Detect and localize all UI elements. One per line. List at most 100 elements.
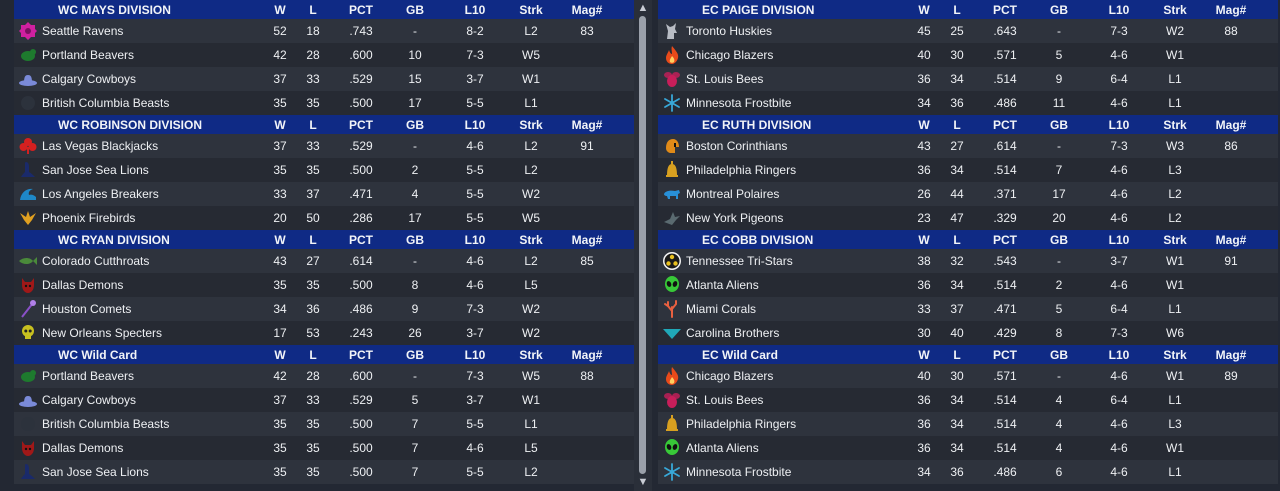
column-header-gb[interactable]: GB bbox=[406, 347, 424, 362]
team-name[interactable]: Calgary Cowboys bbox=[42, 72, 137, 86]
column-header-l[interactable]: L bbox=[309, 347, 317, 362]
column-header-gb[interactable]: GB bbox=[406, 2, 424, 17]
team-name[interactable]: St. Louis Bees bbox=[686, 393, 764, 407]
team-row[interactable]: Portland Beavers 42 28 .600 - 7-3 W5 88 bbox=[14, 364, 634, 388]
column-header-strk[interactable]: Strk bbox=[1163, 117, 1187, 132]
team-name[interactable]: Dallas Demons bbox=[42, 441, 124, 455]
scrollbar-thumb[interactable] bbox=[639, 16, 646, 474]
column-header-l[interactable]: L bbox=[309, 232, 317, 247]
column-header-pct[interactable]: PCT bbox=[993, 2, 1017, 17]
column-header-l[interactable]: L bbox=[309, 2, 317, 17]
team-row[interactable]: Chicago Blazers 40 30 .571 5 4-6 W1 bbox=[658, 43, 1278, 67]
column-header-pct[interactable]: PCT bbox=[349, 117, 373, 132]
team-row[interactable]: Boston Corinthians 43 27 .614 - 7-3 W3 86 bbox=[658, 134, 1278, 158]
team-name[interactable]: Portland Beavers bbox=[42, 369, 135, 383]
team-name[interactable]: Miami Corals bbox=[686, 302, 757, 316]
column-header-l10[interactable]: L10 bbox=[464, 2, 486, 17]
team-row[interactable]: Portland Beavers 42 28 .600 10 7-3 W5 bbox=[14, 43, 634, 67]
column-header-l10[interactable]: L10 bbox=[464, 232, 486, 247]
team-name[interactable]: Dallas Demons bbox=[42, 278, 124, 292]
column-header-l10[interactable]: L10 bbox=[1108, 232, 1130, 247]
team-name[interactable]: San Jose Sea Lions bbox=[42, 465, 149, 479]
team-name[interactable]: Atlanta Aliens bbox=[686, 441, 759, 455]
column-header-mag[interactable]: Mag# bbox=[1215, 117, 1247, 132]
team-row[interactable]: Colorado Cutthroats 43 27 .614 - 4-6 L2 85 bbox=[14, 249, 634, 273]
team-row[interactable]: Miami Corals 33 37 .471 5 6-4 L1 bbox=[658, 297, 1278, 321]
column-header-l[interactable]: L bbox=[953, 347, 961, 362]
team-row[interactable]: Atlanta Aliens 36 34 .514 4 4-6 W1 bbox=[658, 436, 1278, 460]
team-row[interactable]: Toronto Huskies 45 25 .643 - 7-3 W2 88 bbox=[658, 19, 1278, 43]
team-row[interactable]: Dallas Demons 35 35 .500 8 4-6 L5 bbox=[14, 273, 634, 297]
team-name[interactable]: Toronto Huskies bbox=[686, 24, 773, 38]
column-header-pct[interactable]: PCT bbox=[349, 2, 373, 17]
column-header-pct[interactable]: PCT bbox=[993, 117, 1017, 132]
team-row[interactable]: Philadelphia Ringers 36 34 .514 4 4-6 L3 bbox=[658, 412, 1278, 436]
team-name[interactable]: Tennessee Tri-Stars bbox=[686, 254, 793, 268]
column-header-gb[interactable]: GB bbox=[1050, 347, 1068, 362]
team-row[interactable]: New Orleans Specters 17 53 .243 26 3-7 W2 bbox=[14, 321, 634, 345]
team-row[interactable]: British Columbia Beasts 35 35 .500 7 5-5 L1 bbox=[14, 412, 634, 436]
team-name[interactable]: British Columbia Beasts bbox=[42, 96, 170, 110]
team-name[interactable]: Boston Corinthians bbox=[686, 139, 788, 153]
team-row[interactable]: Montreal Polaires 26 44 .371 17 4-6 L2 bbox=[658, 182, 1278, 206]
column-header-gb[interactable]: GB bbox=[1050, 117, 1068, 132]
column-header-w[interactable]: W bbox=[918, 232, 930, 247]
team-row[interactable]: San Jose Sea Lions 35 35 .500 2 5-5 L2 bbox=[14, 158, 634, 182]
team-name[interactable]: San Jose Sea Lions bbox=[42, 163, 149, 177]
team-name[interactable]: St. Louis Bees bbox=[686, 72, 764, 86]
column-header-w[interactable]: W bbox=[274, 117, 286, 132]
team-row[interactable]: Tennessee Tri-Stars 38 32 .543 - 3-7 W1 91 bbox=[658, 249, 1278, 273]
team-name[interactable]: Philadelphia Ringers bbox=[686, 163, 797, 177]
column-header-w[interactable]: W bbox=[274, 2, 286, 17]
team-row[interactable]: Minnesota Frostbite 34 36 .486 6 4-6 L1 bbox=[658, 460, 1278, 484]
column-header-l10[interactable]: L10 bbox=[1108, 2, 1130, 17]
column-header-w[interactable]: W bbox=[918, 2, 930, 17]
team-name[interactable]: Portland Beavers bbox=[42, 48, 135, 62]
column-header-mag[interactable]: Mag# bbox=[571, 117, 603, 132]
column-header-pct[interactable]: PCT bbox=[349, 232, 373, 247]
column-header-strk[interactable]: Strk bbox=[519, 347, 543, 362]
team-row[interactable]: Chicago Blazers 40 30 .571 - 4-6 W1 89 bbox=[658, 364, 1278, 388]
column-header-gb[interactable]: GB bbox=[406, 232, 424, 247]
column-header-l10[interactable]: L10 bbox=[1108, 347, 1130, 362]
column-header-pct[interactable]: PCT bbox=[349, 347, 373, 362]
column-header-strk[interactable]: Strk bbox=[519, 117, 543, 132]
team-name[interactable]: Atlanta Aliens bbox=[686, 278, 759, 292]
column-header-mag[interactable]: Mag# bbox=[1215, 347, 1247, 362]
standings-scrollbar[interactable]: ▲ ▼ bbox=[634, 0, 652, 491]
team-row[interactable]: St. Louis Bees 36 34 .514 9 6-4 L1 bbox=[658, 67, 1278, 91]
team-row[interactable]: Minnesota Frostbite 34 36 .486 11 4-6 L1 bbox=[658, 91, 1278, 115]
team-row[interactable]: British Columbia Beasts 35 35 .500 17 5-5 L1 bbox=[14, 91, 634, 115]
column-header-w[interactable]: W bbox=[274, 232, 286, 247]
column-header-l[interactable]: L bbox=[953, 232, 961, 247]
team-row[interactable]: Calgary Cowboys 37 33 .529 15 3-7 W1 bbox=[14, 67, 634, 91]
team-name[interactable]: Philadelphia Ringers bbox=[686, 417, 797, 431]
team-name[interactable]: Chicago Blazers bbox=[686, 369, 774, 383]
column-header-w[interactable]: W bbox=[918, 347, 930, 362]
column-header-strk[interactable]: Strk bbox=[1163, 232, 1187, 247]
team-name[interactable]: Chicago Blazers bbox=[686, 48, 774, 62]
column-header-mag[interactable]: Mag# bbox=[1215, 232, 1247, 247]
column-header-l[interactable]: L bbox=[953, 117, 961, 132]
column-header-strk[interactable]: Strk bbox=[519, 232, 543, 247]
column-header-gb[interactable]: GB bbox=[406, 117, 424, 132]
team-row[interactable]: Houston Comets 34 36 .486 9 7-3 W2 bbox=[14, 297, 634, 321]
team-name[interactable]: Seattle Ravens bbox=[42, 24, 124, 38]
column-header-gb[interactable]: GB bbox=[1050, 232, 1068, 247]
team-name[interactable]: Houston Comets bbox=[42, 302, 132, 316]
team-name[interactable]: Montreal Polaires bbox=[686, 187, 780, 201]
team-row[interactable]: Atlanta Aliens 36 34 .514 2 4-6 W1 bbox=[658, 273, 1278, 297]
team-row[interactable]: Las Vegas Blackjacks 37 33 .529 - 4-6 L2 91 bbox=[14, 134, 634, 158]
team-name[interactable]: Los Angeles Breakers bbox=[42, 187, 159, 201]
column-header-strk[interactable]: Strk bbox=[519, 2, 543, 17]
column-header-l10[interactable]: L10 bbox=[1108, 117, 1130, 132]
column-header-w[interactable]: W bbox=[918, 117, 930, 132]
team-name[interactable]: Phoenix Firebirds bbox=[42, 211, 136, 225]
team-row[interactable]: Phoenix Firebirds 20 50 .286 17 5-5 W5 bbox=[14, 206, 634, 230]
column-header-l[interactable]: L bbox=[309, 117, 317, 132]
scroll-down-icon[interactable]: ▼ bbox=[637, 476, 649, 488]
column-header-mag[interactable]: Mag# bbox=[1215, 2, 1247, 17]
team-name[interactable]: New York Pigeons bbox=[686, 211, 784, 225]
team-name[interactable]: Calgary Cowboys bbox=[42, 393, 137, 407]
team-name[interactable]: Minnesota Frostbite bbox=[686, 465, 792, 479]
